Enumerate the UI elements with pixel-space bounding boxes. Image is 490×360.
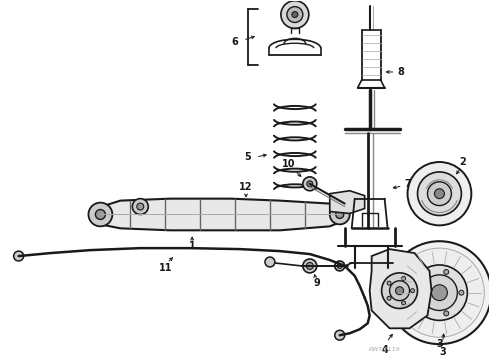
Text: 5: 5 — [245, 152, 251, 162]
Circle shape — [89, 203, 112, 226]
Circle shape — [387, 281, 391, 285]
Circle shape — [330, 204, 350, 224]
Text: 3: 3 — [436, 339, 443, 349]
Circle shape — [14, 251, 24, 261]
Text: 2: 2 — [460, 157, 466, 167]
Circle shape — [388, 241, 490, 344]
Circle shape — [402, 301, 406, 305]
Circle shape — [382, 273, 417, 309]
Circle shape — [387, 296, 391, 300]
Circle shape — [132, 199, 148, 215]
Circle shape — [444, 311, 449, 316]
Circle shape — [137, 203, 144, 210]
Circle shape — [419, 303, 424, 308]
Circle shape — [292, 12, 298, 18]
Text: 3: 3 — [439, 347, 446, 357]
Text: 7: 7 — [405, 179, 411, 189]
Polygon shape — [369, 249, 432, 328]
Circle shape — [435, 189, 444, 199]
Text: 10: 10 — [282, 159, 295, 169]
Circle shape — [402, 276, 406, 280]
Circle shape — [421, 275, 457, 310]
Text: RWT-1119: RWT-1119 — [369, 347, 400, 352]
Circle shape — [432, 285, 447, 301]
Circle shape — [281, 1, 309, 28]
Circle shape — [444, 270, 449, 274]
Circle shape — [307, 181, 313, 187]
Circle shape — [303, 177, 317, 191]
Circle shape — [336, 211, 343, 219]
Circle shape — [390, 281, 410, 301]
Circle shape — [395, 287, 404, 294]
Text: 11: 11 — [158, 263, 172, 273]
Text: 4: 4 — [381, 345, 388, 355]
Text: 8: 8 — [397, 67, 404, 77]
Circle shape — [459, 290, 464, 295]
Circle shape — [306, 262, 313, 269]
Text: 12: 12 — [239, 182, 253, 192]
Circle shape — [427, 182, 451, 206]
Text: 6: 6 — [231, 37, 238, 47]
Circle shape — [335, 330, 345, 340]
Circle shape — [337, 264, 342, 269]
Circle shape — [265, 257, 275, 267]
Circle shape — [343, 202, 347, 206]
Text: 9: 9 — [314, 278, 320, 288]
Circle shape — [411, 289, 415, 293]
Circle shape — [287, 6, 303, 22]
Circle shape — [417, 172, 462, 216]
Circle shape — [303, 259, 317, 273]
Circle shape — [335, 261, 345, 271]
Polygon shape — [96, 199, 345, 230]
Circle shape — [96, 210, 105, 220]
Circle shape — [412, 265, 467, 320]
Circle shape — [419, 278, 424, 282]
Circle shape — [408, 162, 471, 225]
Text: 1: 1 — [189, 241, 196, 251]
Circle shape — [394, 248, 484, 337]
Polygon shape — [330, 191, 365, 213]
Circle shape — [340, 199, 350, 208]
